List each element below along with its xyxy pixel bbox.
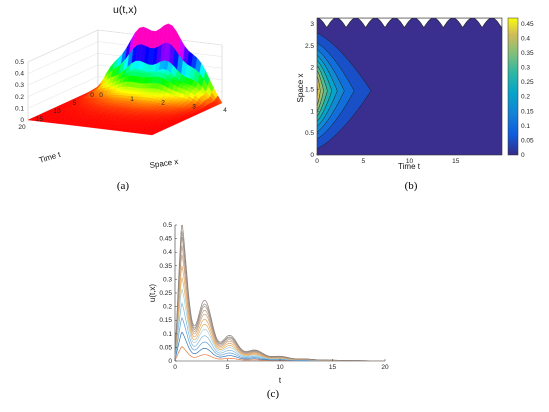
contour-y-ticks: 0 0.5 1 1.5 2 2.5 3 [305,21,319,159]
line-xlabel: t [279,376,282,385]
colorbar-tick-label: 0.45 [521,21,534,28]
x-tick-label: 4 [223,107,227,114]
series-line [175,225,385,361]
y-tick-label: 0.25 [159,290,172,297]
x-tick-label: 1 [130,96,134,103]
colorbar-tick-label: 0.3 [521,65,530,72]
colorbar-tick-label: 0.25 [521,79,534,86]
y-tick-label: 2 [310,65,314,72]
surface-patch [215,95,223,104]
z-tick-label: 0 [20,117,24,124]
surface-ylabel: Time t [38,150,62,165]
x-tick-label: 5 [361,158,365,165]
x-tick-label: 15 [329,364,337,371]
y-tick-label: 0.15 [159,317,172,324]
colorbar-tick-label: 0.1 [521,123,530,130]
surface-y-ticks: 0 5 10 15 20 [18,92,94,131]
surface-z-ticks: 0 0.1 0.2 0.3 0.4 0.5 [15,59,24,124]
line-series [175,225,385,361]
y-tick-label: 1.5 [305,87,314,94]
caption-b: (b) [404,180,418,192]
y-tick-label: 15 [36,116,44,123]
colorbar-ticks: 0 0.05 0.1 0.15 0.2 0.25 0.3 0.35 0.4 0.45 [521,21,534,159]
y-tick-label: 1 [310,108,314,115]
x-tick-label: 15 [452,158,460,165]
contour-top-boundary [317,18,502,29]
z-tick-label: 0.5 [15,59,24,66]
y-tick-label: 3 [310,21,314,28]
contour-ylabel: Space x [296,74,305,103]
surface-plot-a: u(t,x) 0 0.1 0.2 0.3 0.4 0.5 0 5 10 15 20 0 1 2 3 4 T… [15,4,227,170]
series-line [175,265,385,361]
caption-c: (c) [266,388,280,400]
x-tick-label: 3 [192,103,196,110]
colorbar-tick-label: 0.15 [521,108,534,115]
x-tick-label: 0 [173,364,177,371]
z-tick-label: 0.1 [15,105,24,112]
x-tick-label: 0 [99,92,103,99]
series-line [175,231,385,361]
x-tick-label: 20 [381,364,389,371]
y-tick-label: 0.3 [163,276,172,283]
y-tick-label: 0.2 [163,304,172,311]
x-tick-label: 10 [276,364,284,371]
colorbar-tick-label: 0.4 [521,35,530,42]
z-tick-label: 0.3 [15,82,24,89]
x-tick-label: 0 [315,158,319,165]
y-tick-label: 0 [90,92,94,99]
colorbar-tick-label: 0.2 [521,94,530,101]
y-tick-label: 20 [18,124,26,131]
line-x-ticks: 0 5 10 15 20 [173,359,389,371]
series-line [175,316,385,361]
contour-x-ticks: 0 5 10 15 [315,153,460,165]
y-tick-label: 2.5 [305,43,314,50]
z-tick-label: 0.4 [15,71,24,78]
surface-x-ticks: 0 1 2 3 4 [99,92,227,114]
y-tick-label: 5 [73,100,77,107]
y-tick-label: 0.5 [305,130,314,137]
colorbar-tick-label: 0.35 [521,50,534,57]
surface-mesh [27,23,223,136]
contour-xlabel: Time t [398,162,421,171]
x-tick-label: 10 [406,158,414,165]
z-tick-label: 0.2 [15,94,24,101]
colorbar-tick-label: 0 [521,152,525,159]
y-tick-label: 0 [310,152,314,159]
contour-plot-b: 0 5 10 15 0 0.5 1 1.5 2 2.5 3 Time t Space x 0 0.0… [296,17,534,171]
colorbar-tick-label: 0.05 [521,137,534,144]
colorbar [507,17,519,156]
contour-fills [317,32,372,150]
x-tick-label: 2 [161,100,165,107]
line-plot-c: 0 5 10 15 20 0 0.05 0.1 0.15 0.2 0.25 0.3 0.35 0.4 0.… [148,222,389,385]
surface-title: u(t,x) [113,4,137,16]
y-tick-label: 0 [168,358,172,365]
y-tick-label: 0.45 [159,236,172,243]
contour-level [317,76,321,106]
y-tick-label: 0.1 [163,331,172,338]
y-tick-label: 0.35 [159,263,172,270]
x-tick-label: 5 [226,364,230,371]
line-ylabel: u(t,x) [148,284,157,303]
y-tick-label: 0.05 [159,344,172,351]
series-line [175,245,385,361]
line-y-ticks: 0 0.05 0.1 0.15 0.2 0.25 0.3 0.35 0.4 0.45 0.5 [159,222,177,365]
surface-xlabel: Space x [149,157,179,170]
caption-a: (a) [116,180,130,192]
y-tick-label: 10 [53,108,61,115]
y-tick-label: 0.5 [163,222,172,229]
y-tick-label: 0.4 [163,249,172,256]
